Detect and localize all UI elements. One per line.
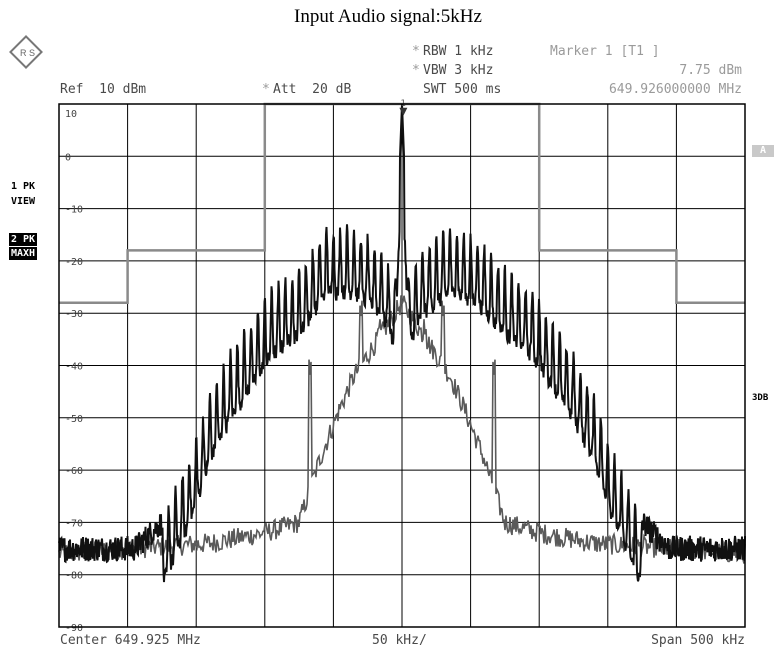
rbw: RBW 1 kHz [423, 44, 494, 59]
trace1-view: VIEW [11, 196, 36, 207]
sweep-time: SWT 500 ms [423, 82, 502, 97]
marker-level: 7.75 dBm [679, 63, 742, 78]
vbw: VBW 3 kHz [423, 63, 494, 78]
3db-tag: 3DB [752, 393, 769, 403]
y-tick-label: -80 [65, 571, 83, 582]
marker-1-triangle [399, 107, 408, 116]
vbw-star: * [412, 63, 420, 78]
span: Span 500 kHz [651, 633, 745, 648]
y-tick-labels: 10 0 -10 -20 -30 -40 -50 -60 -70 -80 -90 [65, 109, 83, 634]
y-tick-label: -30 [65, 309, 83, 320]
y-tick-label: -90 [65, 623, 83, 634]
y-tick-label: -70 [65, 518, 83, 529]
y-tick-label: -10 [65, 205, 83, 216]
y-tick-label: -60 [65, 466, 83, 477]
trace1-mode: 1 PK [11, 181, 36, 192]
att-star: * [262, 82, 270, 97]
frequency-per-division: 50 kHz/ [372, 633, 427, 648]
screen-a-tag: A [752, 145, 774, 157]
y-tick-label: 0 [65, 152, 71, 163]
marker-label: Marker 1 [T1 ] [550, 44, 660, 59]
trace2-maxhold: MAXH [9, 247, 38, 260]
center-frequency: Center 649.925 MHz [60, 633, 201, 648]
plot-frame [58, 103, 746, 628]
y-tick-label: -50 [65, 414, 83, 425]
rbw-star: * [412, 44, 420, 59]
trace2-mode: 2 PK [9, 233, 38, 246]
attenuation: Att 20 dB [273, 82, 352, 97]
marker-group: 1 [399, 99, 408, 116]
chart-title: Input Audio signal:5kHz [294, 6, 482, 27]
y-tick-label: 10 [65, 109, 77, 120]
ref-level: Ref 10 dBm [60, 82, 147, 97]
y-tick-label: -40 [65, 362, 83, 373]
marker-frequency: 649.926000000 MHz [608, 82, 742, 97]
y-tick-label: -20 [65, 257, 83, 268]
